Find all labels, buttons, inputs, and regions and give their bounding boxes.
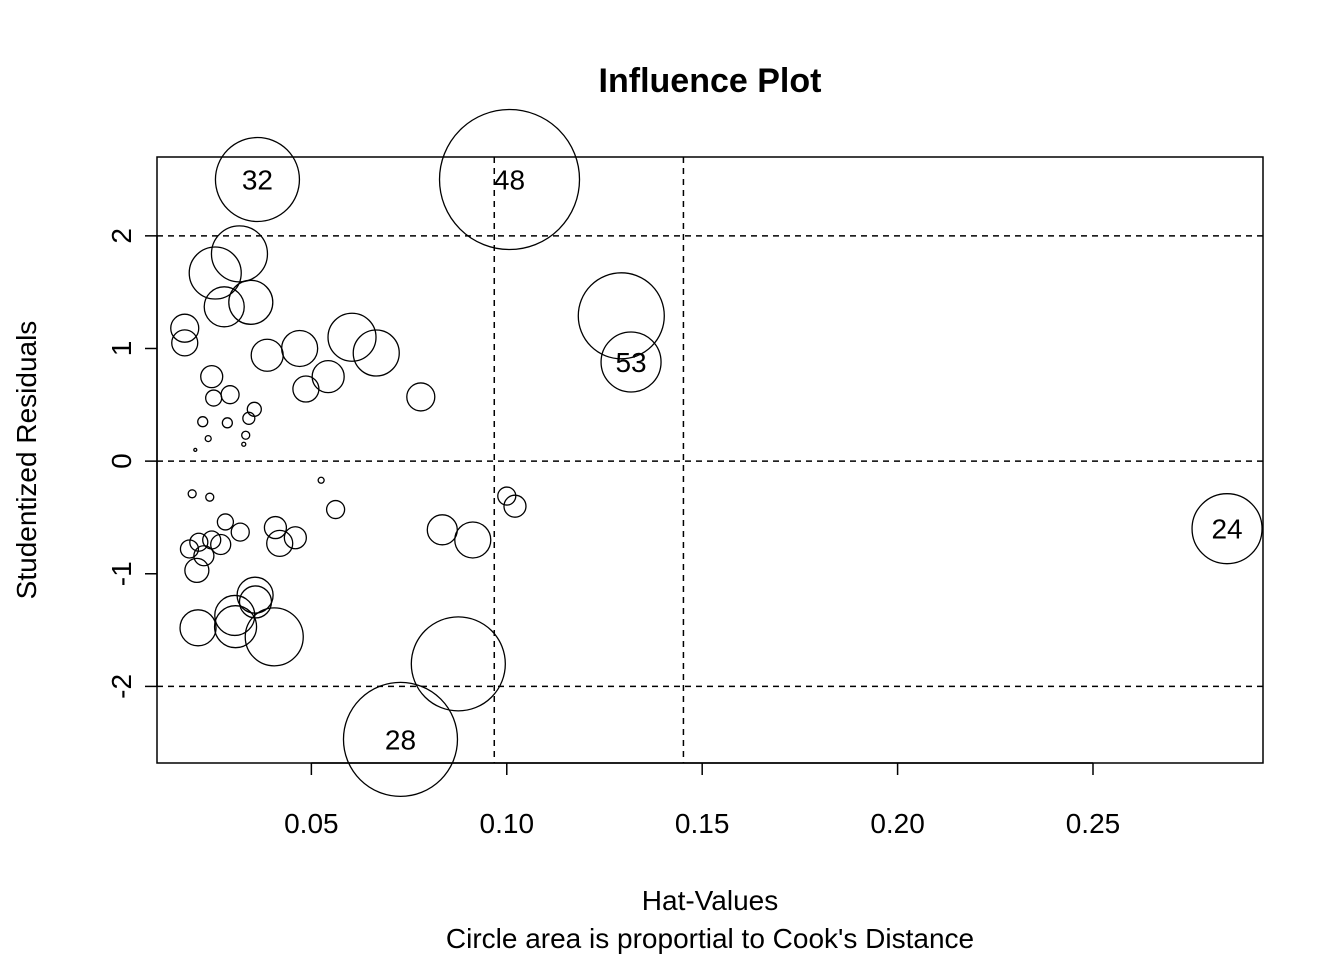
data-point-9 [327, 312, 377, 362]
data-point-30 [205, 492, 215, 502]
data-point-19 [205, 389, 223, 407]
x-tick-label-2: 0.15 [675, 808, 730, 839]
data-point-2 [210, 225, 269, 283]
data-point-21 [242, 411, 256, 425]
data-point-55 [1191, 493, 1263, 565]
data-points [170, 108, 1263, 797]
x-tick-label-3: 0.20 [870, 808, 925, 839]
data-point-32 [503, 494, 527, 518]
y-tick-label-4: 2 [106, 228, 137, 244]
data-point-7 [170, 313, 200, 343]
data-point-15 [292, 375, 320, 403]
data-point-27 [193, 447, 198, 453]
y-axis-label: Studentized Residuals [11, 321, 42, 600]
data-point-20 [246, 401, 262, 417]
data-point-39 [454, 521, 492, 559]
data-point-11 [280, 329, 319, 368]
data-point-51 [179, 609, 217, 647]
data-point-33 [325, 499, 346, 520]
data-point-48 [238, 585, 273, 619]
data-point-42 [210, 533, 232, 556]
data-point-31 [497, 486, 517, 506]
data-point-45 [193, 545, 215, 567]
data-point-0 [214, 136, 301, 223]
data-point-52 [244, 607, 304, 667]
data-point-5 [203, 286, 245, 328]
data-point-25 [204, 434, 212, 443]
data-point-29 [187, 489, 197, 499]
point-label-24: 24 [1211, 514, 1242, 545]
x-axis-sublabel: Circle area is proportial to Cook's Dist… [446, 923, 974, 954]
data-point-4 [228, 279, 274, 325]
data-point-3 [188, 246, 242, 300]
point-label-48: 48 [494, 165, 525, 196]
data-point-23 [221, 417, 233, 429]
x-tick-label-1: 0.10 [480, 808, 535, 839]
data-point-47 [236, 576, 274, 614]
data-point-17 [200, 364, 224, 389]
data-point-35 [263, 515, 288, 540]
data-point-24 [241, 430, 251, 440]
data-point-18 [220, 385, 240, 405]
data-point-54 [342, 681, 459, 797]
y-tick-label-3: 1 [106, 341, 137, 357]
data-point-37 [426, 514, 458, 546]
y-tick-label-1: -1 [106, 561, 137, 586]
y-axis: -2 -1 0 1 2 [106, 228, 158, 699]
data-point-8 [171, 329, 199, 357]
point-label-53: 53 [615, 347, 646, 378]
point-label-32: 32 [242, 165, 273, 196]
data-point-28 [317, 476, 325, 484]
data-point-12 [250, 338, 284, 372]
data-point-40 [266, 529, 294, 558]
reference-lines [157, 157, 1263, 763]
data-point-49 [214, 594, 256, 637]
data-point-44 [179, 539, 200, 559]
data-point-10 [352, 329, 400, 377]
chart-title: Influence Plot [599, 62, 822, 100]
data-point-13 [600, 331, 662, 393]
data-point-22 [197, 416, 209, 428]
y-tick-label-0: -2 [106, 674, 137, 699]
data-point-46 [184, 557, 210, 584]
x-axis: 0.05 0.10 0.15 0.20 0.25 [284, 762, 1121, 839]
point-labels: 32 48 53 24 28 [242, 165, 1243, 756]
x-axis-label: Hat-Values [642, 885, 778, 916]
data-point-34 [216, 513, 235, 531]
data-point-1 [438, 108, 581, 251]
data-point-26 [241, 441, 247, 447]
y-tick-label-2: 0 [106, 453, 137, 469]
plot-frame [156, 156, 1264, 764]
data-point-14 [311, 359, 345, 394]
data-point-38 [283, 526, 307, 550]
data-point-36 [230, 522, 250, 542]
x-tick-label-4: 0.25 [1066, 808, 1121, 839]
data-point-53 [410, 616, 506, 712]
x-tick-label-0: 0.05 [284, 808, 339, 839]
data-point-6 [577, 272, 665, 360]
point-label-28: 28 [385, 724, 416, 755]
data-point-50 [213, 605, 258, 649]
data-point-16 [406, 382, 436, 412]
